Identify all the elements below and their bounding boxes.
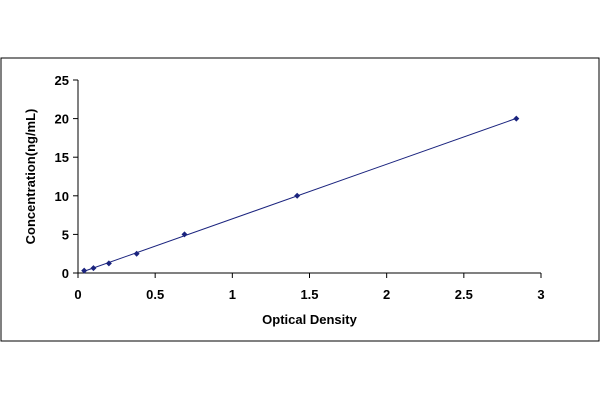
x-tick-label: 2.5 (455, 287, 473, 302)
data-point (294, 192, 301, 199)
data-series (81, 115, 520, 274)
data-point (90, 265, 97, 272)
data-point (133, 250, 140, 257)
chart-outer-frame (0, 57, 600, 342)
y-tick-label: 5 (62, 227, 69, 242)
y-tick-label: 25 (55, 73, 69, 88)
x-tick-label: 2 (383, 287, 390, 302)
x-ticks: 0 0.5 1 1.5 2 2.5 3 (74, 273, 545, 302)
data-point (513, 115, 520, 122)
y-tick-label: 10 (55, 189, 69, 204)
y-axis-title: Concentration(ng/mL) (23, 109, 38, 245)
data-point (105, 260, 112, 267)
x-tick-label: 1 (229, 287, 236, 302)
x-axis-title: Optical Density (262, 312, 357, 327)
y-tick-label: 0 (62, 266, 69, 281)
x-tick-label: 0 (74, 287, 81, 302)
fit-line (84, 117, 517, 272)
y-ticks: 0 5 10 15 20 25 (55, 73, 78, 281)
y-tick-label: 15 (55, 150, 69, 165)
data-point (181, 231, 188, 238)
x-tick-label: 0.5 (146, 287, 164, 302)
x-tick-label: 1.5 (300, 287, 318, 302)
y-tick-label: 20 (55, 112, 69, 127)
data-point (81, 267, 88, 274)
x-tick-label: 3 (537, 287, 544, 302)
